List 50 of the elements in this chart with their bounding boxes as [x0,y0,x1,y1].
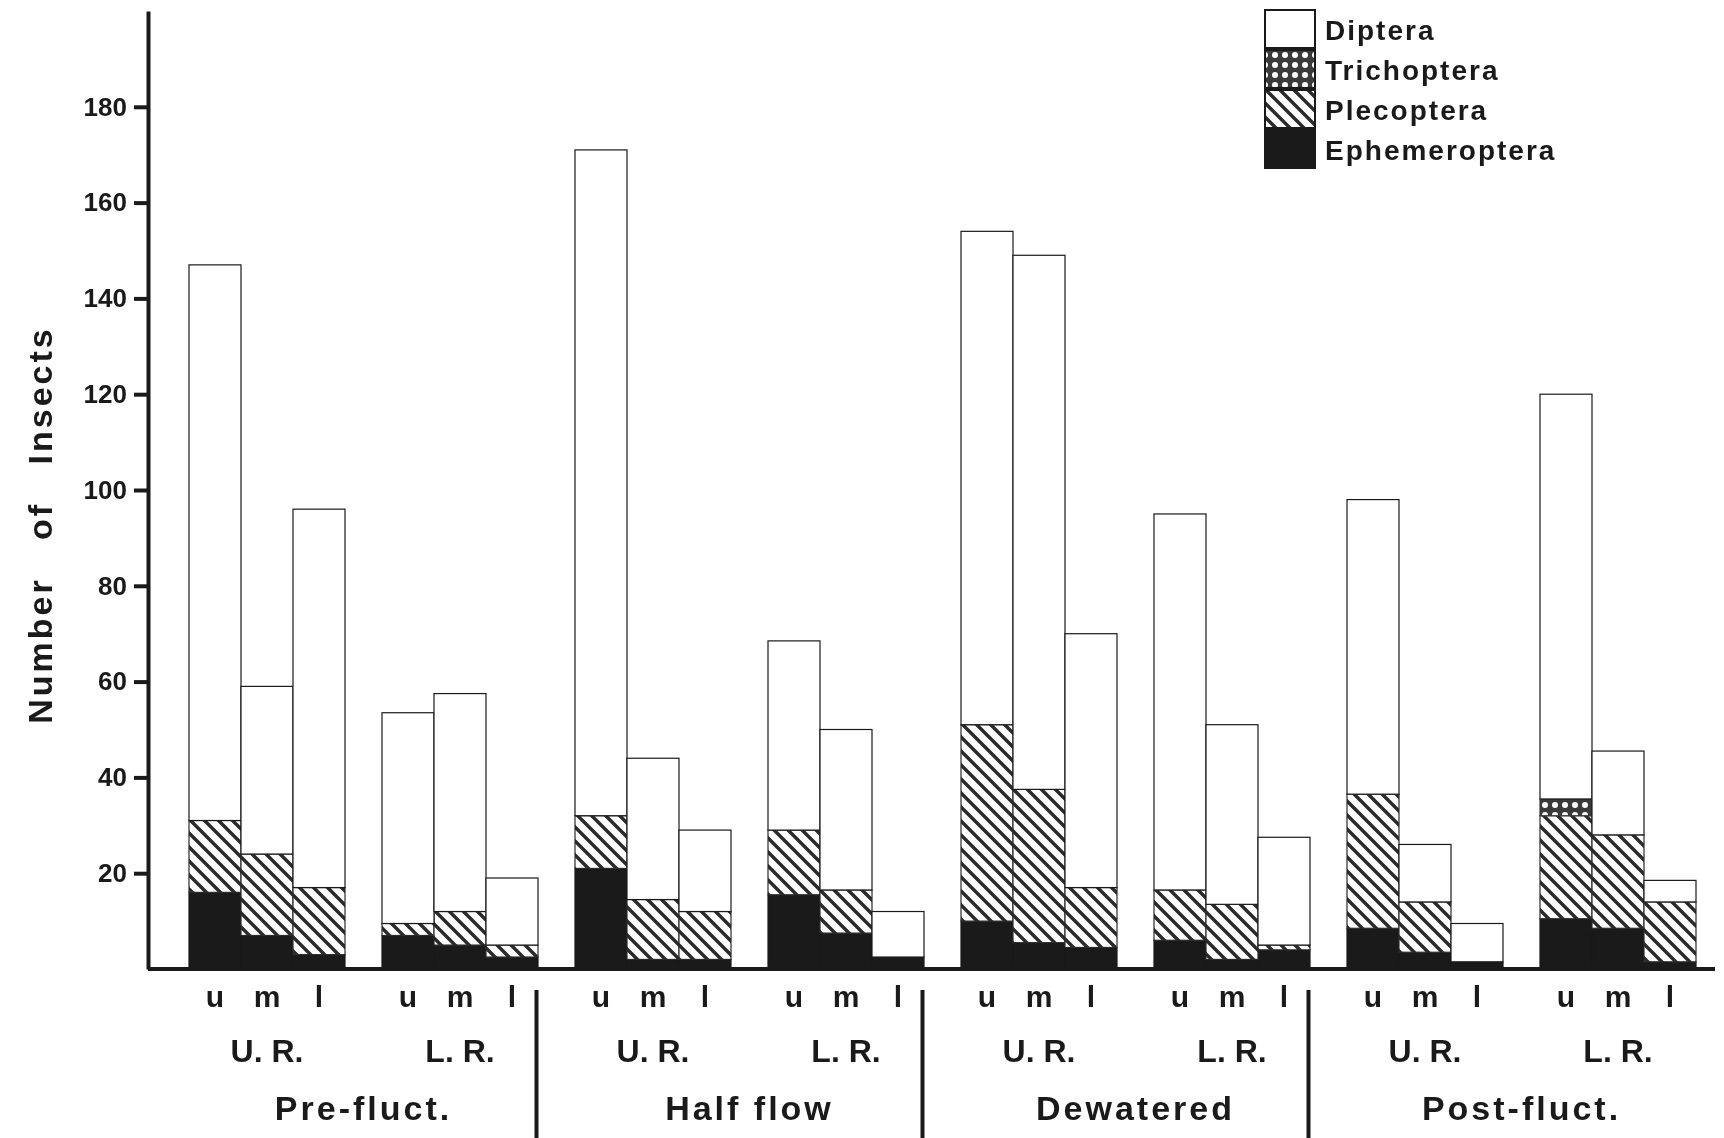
x-tick-label: u [1170,980,1190,1013]
x-tick-label: l [700,980,710,1013]
x-tick-label: m [253,980,281,1013]
x-tick-label: m [1025,980,1053,1013]
text: U. R. [1002,1033,1076,1069]
text: U. R. [230,1033,304,1069]
x-tick-label: l [1472,980,1482,1013]
x-tick-label: l [1086,980,1096,1013]
y-tick-label: 140 [83,283,127,314]
x-tick-label: m [1411,980,1439,1013]
x-tick-label: m [639,980,667,1013]
y-tick-label: 180 [83,91,127,122]
y-tick-label: 80 [98,570,127,601]
text: U. R. [1388,1033,1462,1069]
text: Half flow [665,1089,834,1127]
y-tick-label: 160 [83,187,127,218]
x-tick-label: m [446,980,474,1013]
legend-label: Diptera [1325,15,1436,46]
x-tick-label: u [977,980,997,1013]
y-tick-label: 100 [83,474,127,505]
x-tick-label: u [1556,980,1576,1013]
text: Dewatered [1036,1089,1235,1127]
y-tick-label: 20 [98,858,127,889]
x-tick-label: u [1363,980,1383,1013]
y-axis-title: Number of Insects [21,326,59,724]
legend-label: Trichoptera [1325,55,1500,86]
x-tick-label: u [591,980,611,1013]
text: Post-fluct. [1421,1089,1622,1127]
x-tick-label: m [1604,980,1632,1013]
x-tick-label: u [398,980,418,1013]
text: L. R. [811,1033,881,1069]
x-tick-label: m [1218,980,1246,1013]
x-tick-label: l [314,980,324,1013]
y-tick-label: 60 [98,666,127,697]
text: L. R. [1197,1033,1267,1069]
text: Pre-fluct. [274,1089,453,1127]
x-tick-label: m [832,980,860,1013]
x-tick-label: l [893,980,903,1013]
x-tick-label: l [1665,980,1675,1013]
legend-label: Ephemeroptera [1325,135,1557,166]
y-tick-label: 120 [83,379,127,410]
legend-label: Plecoptera [1325,95,1489,126]
x-tick-label: u [205,980,225,1013]
text: L. R. [1583,1033,1653,1069]
x-tick-label: l [507,980,517,1013]
x-tick-label: u [784,980,804,1013]
x-tick-label: l [1279,980,1289,1013]
y-tick-label: 40 [98,762,127,793]
text: L. R. [425,1033,495,1069]
text: U. R. [616,1033,690,1069]
